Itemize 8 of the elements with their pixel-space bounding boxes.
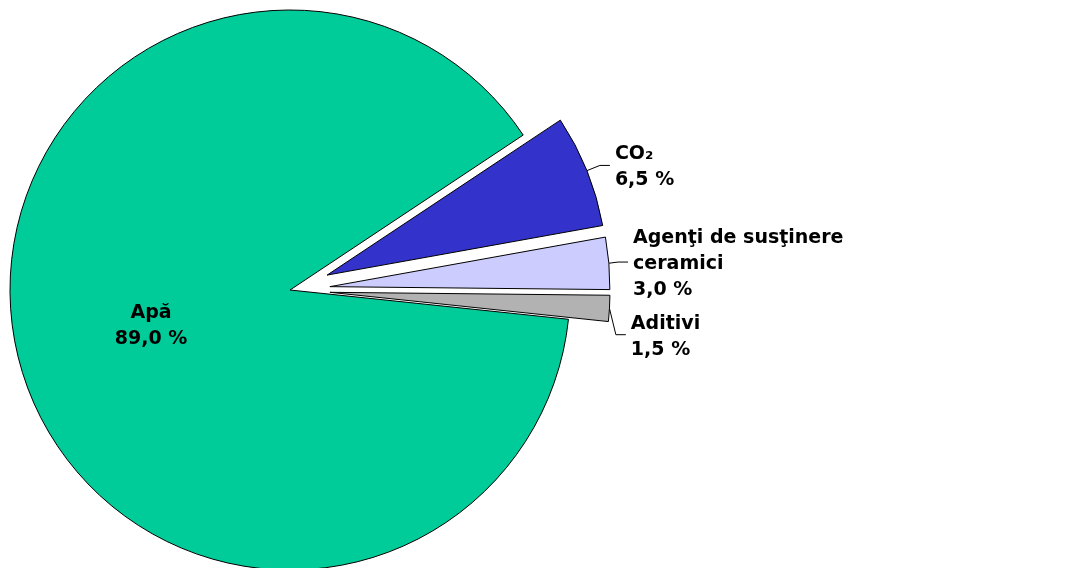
data-label: 1,5 %	[630, 336, 691, 359]
legend-label: Aditivi	[630, 310, 701, 333]
slice-label: Apă	[130, 300, 172, 323]
data-label: 6,5 %	[614, 167, 675, 190]
slice-label: Agenţi de susţinere ceramici	[633, 225, 851, 274]
data-label: 3,0 %	[633, 277, 693, 300]
data-label: 89,0 %	[114, 326, 188, 349]
slice-label: CO₂	[614, 141, 654, 164]
